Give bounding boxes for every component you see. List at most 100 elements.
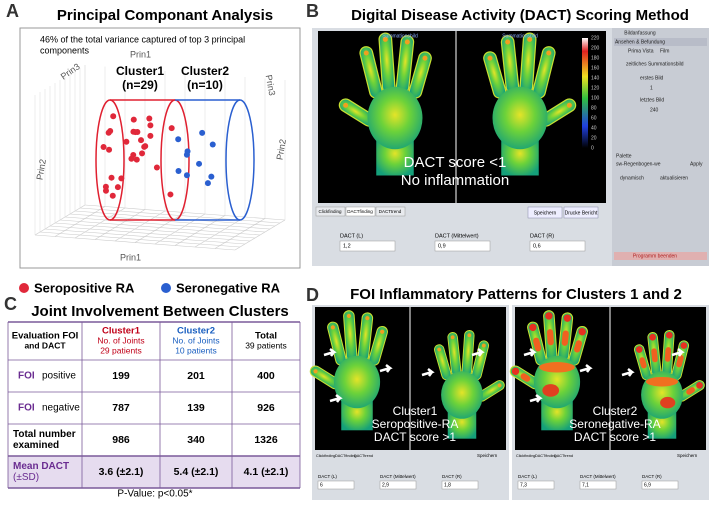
axis-label: Prin3	[264, 74, 277, 96]
sidebar	[612, 28, 709, 266]
overlay-text: Seronegative-RA	[569, 417, 660, 431]
header-cell: 10 patients	[175, 345, 217, 355]
fingertip	[487, 55, 493, 61]
tab-label[interactable]: Clickfinding	[316, 454, 335, 458]
arrow	[421, 368, 435, 377]
button[interactable]	[527, 206, 563, 219]
tab-label[interactable]: Clickfinding	[516, 454, 535, 458]
pca-plot	[34, 65, 286, 251]
header-cell: 39 patients	[245, 340, 287, 350]
point	[128, 155, 135, 162]
panel-title: FOI Inflammatory Patterns for Clusters 1…	[350, 286, 682, 303]
hand	[338, 32, 432, 176]
fingertip	[467, 333, 472, 338]
fingertip	[330, 325, 335, 330]
sidebar-label: zeitliches Summationsbild	[626, 61, 684, 67]
button-label[interactable]: Speichern	[677, 453, 698, 458]
point	[132, 129, 139, 136]
field-value: 6,9	[644, 482, 651, 488]
grid-line	[154, 213, 206, 245]
colorbar-label: 120	[591, 85, 600, 91]
cell: 986	[112, 434, 130, 446]
hot-spot	[520, 373, 531, 382]
footnote: P-Value: p<0.05*	[117, 489, 192, 500]
fingertip	[437, 347, 442, 352]
tab-label[interactable]: DACTtrend	[354, 454, 373, 458]
grid-line	[74, 210, 276, 227]
tab[interactable]	[315, 206, 346, 217]
field-value: 7,3	[520, 482, 527, 488]
point	[209, 141, 216, 148]
point	[199, 129, 206, 136]
hot-spot	[533, 337, 542, 352]
field-box	[317, 480, 355, 490]
field-label: DACT (Mittelwert)	[380, 474, 416, 479]
fingertip	[450, 335, 455, 340]
point	[175, 136, 182, 143]
cell: 139	[187, 402, 205, 414]
axis-label: Prin2	[34, 158, 47, 180]
field-label: DACT (Mittelwert)	[580, 474, 616, 479]
grid-line	[69, 213, 271, 230]
panel-title: Principal Componant Analysis	[57, 7, 273, 24]
fingertip	[343, 102, 349, 108]
grid-line	[64, 216, 266, 233]
fingertip	[497, 383, 502, 388]
point	[184, 148, 191, 155]
colorbar-label: 220	[591, 35, 600, 41]
arrow	[523, 348, 537, 357]
cell: 5.4 (±2.1)	[174, 466, 219, 478]
hot-spot	[561, 330, 569, 346]
header-cell: and DACT	[24, 340, 66, 350]
sidebar-label: Ansehen & Befundung	[615, 39, 665, 45]
tab-label[interactable]: DACTtrend	[554, 454, 573, 458]
fingertip	[578, 328, 586, 336]
hot-spot	[686, 387, 695, 395]
colorbar-label: 160	[591, 65, 600, 71]
hand	[509, 310, 588, 431]
header-cell: No. of Joints	[172, 335, 219, 345]
point	[106, 146, 113, 153]
point	[133, 156, 140, 163]
sidebar-label: aktualisieren	[660, 175, 688, 181]
colorbar-label: 80	[591, 105, 597, 111]
tab[interactable]	[345, 206, 376, 217]
point	[118, 175, 125, 182]
button[interactable]	[563, 206, 599, 219]
tab-label[interactable]: DACTfinding	[535, 454, 557, 458]
arrow	[329, 394, 343, 403]
tab[interactable]	[375, 206, 406, 217]
point	[208, 173, 215, 180]
sidebar-label: 1	[650, 85, 653, 91]
hot-spot	[639, 357, 647, 369]
fingertip	[545, 312, 553, 320]
cluster-n: (n=10)	[187, 78, 223, 92]
arrow	[579, 364, 593, 373]
field-box	[579, 480, 617, 490]
button-label[interactable]: Speichern	[477, 453, 498, 458]
fingertip	[680, 342, 688, 349]
point	[107, 128, 114, 135]
overlay-text: DACT score >1	[574, 430, 656, 444]
cluster-name: Cluster2	[181, 64, 229, 78]
sidebar-label: Film	[660, 48, 669, 54]
fingertip	[635, 346, 643, 353]
point	[147, 122, 154, 129]
header-cell: Cluster2	[177, 326, 215, 337]
axis-label: Prin1	[120, 252, 141, 262]
colorbar-label: 0	[591, 145, 594, 151]
cluster-n: (n=29)	[122, 78, 158, 92]
sidebar-label: sw-Regenbogen-we	[616, 161, 661, 167]
fingertip	[505, 39, 511, 45]
colorbar-label: 100	[591, 95, 600, 101]
sidebar-label: dynamisch	[620, 175, 644, 181]
point	[175, 167, 182, 174]
sidebar-bar	[614, 252, 707, 260]
image-label: Summationsbild	[382, 33, 418, 39]
field-value: 0,9	[438, 243, 446, 249]
point	[100, 144, 107, 151]
point	[130, 116, 137, 123]
hand	[483, 32, 577, 176]
tab-label[interactable]: DACTfinding	[335, 454, 357, 458]
